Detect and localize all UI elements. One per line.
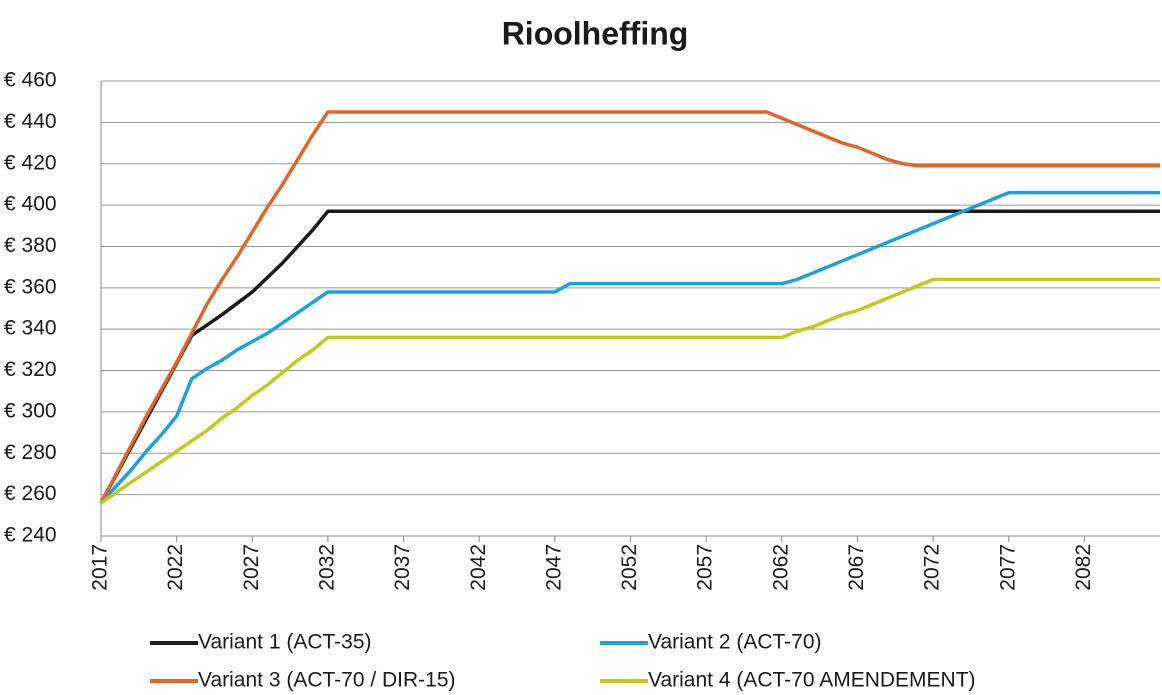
y-tick-label: € 400 <box>4 193 57 216</box>
legend-label: Variant 4 (ACT-70 AMENDEMENT) <box>648 669 976 692</box>
y-tick-label: € 280 <box>4 441 57 464</box>
series-line <box>99 110 1160 504</box>
y-tick-label: € 380 <box>4 234 57 257</box>
legend-label: Variant 1 (ACT-35) <box>198 631 372 654</box>
y-tick-label: € 320 <box>4 358 57 381</box>
y-tick-label: € 260 <box>4 482 57 505</box>
x-tick-label: 2022 <box>164 544 187 591</box>
legend-label: Variant 2 (ACT-70) <box>648 631 822 654</box>
y-tick-label: € 420 <box>4 151 57 174</box>
x-tick-label: 2017 <box>89 544 112 591</box>
chart-title: Rioolheffing <box>502 15 689 51</box>
series-line <box>100 277 1160 505</box>
x-tick-label: 2032 <box>315 544 338 591</box>
x-tick-label: 2072 <box>921 544 944 591</box>
x-tick-label: 2062 <box>769 544 792 591</box>
x-tick-label: 2082 <box>1072 544 1095 591</box>
y-tick-label: € 240 <box>4 524 57 547</box>
x-tick-label: 2057 <box>694 544 717 591</box>
series-line <box>99 209 1160 504</box>
series-line <box>99 190 1160 505</box>
x-tick-label: 2047 <box>542 544 565 591</box>
y-tick-label: € 300 <box>4 399 57 422</box>
y-tick-label: € 340 <box>4 317 57 340</box>
legend-label: Variant 3 (ACT-70 / DIR-15) <box>198 669 456 692</box>
x-tick-label: 2042 <box>467 544 490 591</box>
x-tick-label: 2037 <box>391 544 414 591</box>
y-tick-label: € 360 <box>4 275 57 298</box>
x-tick-label: 2052 <box>618 544 641 591</box>
x-tick-label: 2077 <box>996 544 1019 591</box>
y-tick-label: € 460 <box>4 69 57 92</box>
x-tick-label: 2027 <box>240 544 263 591</box>
x-tick-label: 2067 <box>845 544 868 591</box>
y-tick-label: € 440 <box>4 110 57 133</box>
